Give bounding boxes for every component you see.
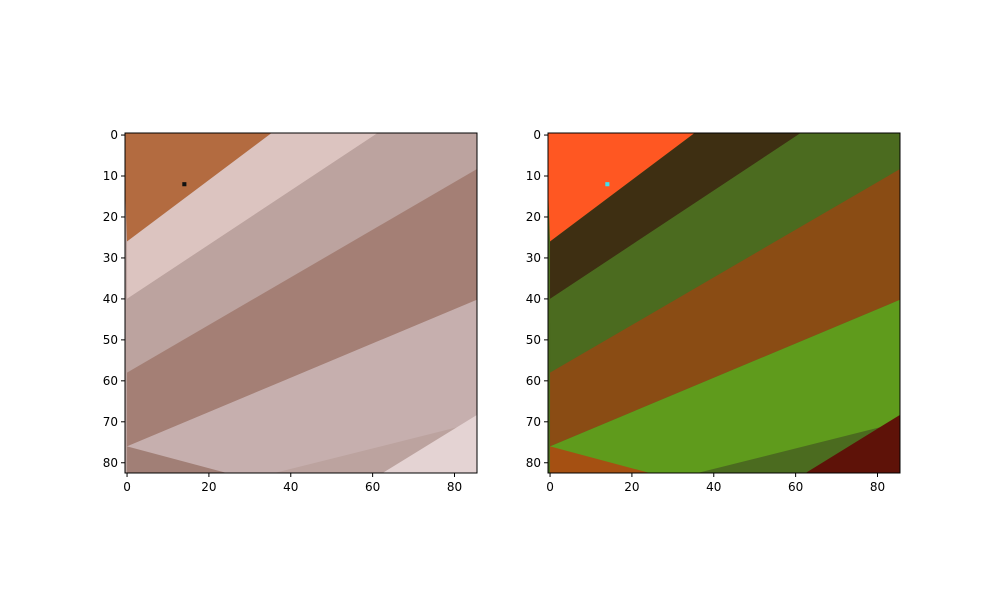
y-tick-label: 70 bbox=[103, 415, 118, 429]
y-tick-label: 40 bbox=[526, 292, 541, 306]
y-tick-label: 80 bbox=[103, 456, 118, 470]
band-bottom-left bbox=[127, 446, 227, 473]
y-tick-label: 20 bbox=[103, 210, 118, 224]
x-tick-label: 20 bbox=[624, 480, 639, 494]
marked-pixel bbox=[605, 182, 610, 187]
y-tick-label: 80 bbox=[526, 456, 541, 470]
y-tick-label: 60 bbox=[526, 374, 541, 388]
band-middle bbox=[550, 133, 900, 373]
band-lower bbox=[550, 299, 900, 473]
y-tick-label: 10 bbox=[526, 169, 541, 183]
y-tick-label: 50 bbox=[526, 333, 541, 347]
x-tick-label: 40 bbox=[283, 480, 298, 494]
y-tick-label: 60 bbox=[103, 374, 118, 388]
y-tick-label: 20 bbox=[526, 210, 541, 224]
band-bright bbox=[550, 133, 801, 299]
y-tick-label: 50 bbox=[103, 333, 118, 347]
x-tick-label: 60 bbox=[788, 480, 803, 494]
x-tick-label: 0 bbox=[123, 480, 131, 494]
marked-pixel bbox=[182, 182, 187, 187]
axes-frame bbox=[124, 132, 478, 474]
y-tick-label: 30 bbox=[526, 251, 541, 265]
left-image-panel: 0 20 40 60 80 0 10 20 30 40 50 60 70 80 bbox=[103, 128, 478, 494]
y-tick-label: 40 bbox=[103, 292, 118, 306]
band-dark bbox=[550, 169, 900, 447]
x-tick-label: 80 bbox=[870, 480, 885, 494]
y-tick-label: 30 bbox=[103, 251, 118, 265]
image-area bbox=[125, 133, 477, 473]
band-middle bbox=[127, 133, 477, 373]
right-image-panel: 0 20 40 60 80 0 10 20 30 40 50 60 70 80 bbox=[526, 128, 901, 494]
y-tick-label: 0 bbox=[110, 128, 118, 142]
x-tick-label: 80 bbox=[447, 480, 462, 494]
band-bottom-left bbox=[550, 446, 650, 473]
y-tick-label: 10 bbox=[103, 169, 118, 183]
x-tick-label: 40 bbox=[706, 480, 721, 494]
x-tick-label: 20 bbox=[201, 480, 216, 494]
y-tick-label: 0 bbox=[533, 128, 541, 142]
band-lower bbox=[127, 299, 477, 473]
band-bottom-right bbox=[382, 414, 477, 473]
y-tick-label: 70 bbox=[526, 415, 541, 429]
x-tick-label: 0 bbox=[546, 480, 554, 494]
band-dark bbox=[127, 169, 477, 447]
band-top-left bbox=[548, 133, 695, 242]
band-bottom-right bbox=[805, 414, 900, 473]
image-area bbox=[548, 133, 900, 473]
x-tick-label: 60 bbox=[365, 480, 380, 494]
axes-frame bbox=[547, 132, 901, 474]
band-top-left bbox=[125, 133, 272, 242]
